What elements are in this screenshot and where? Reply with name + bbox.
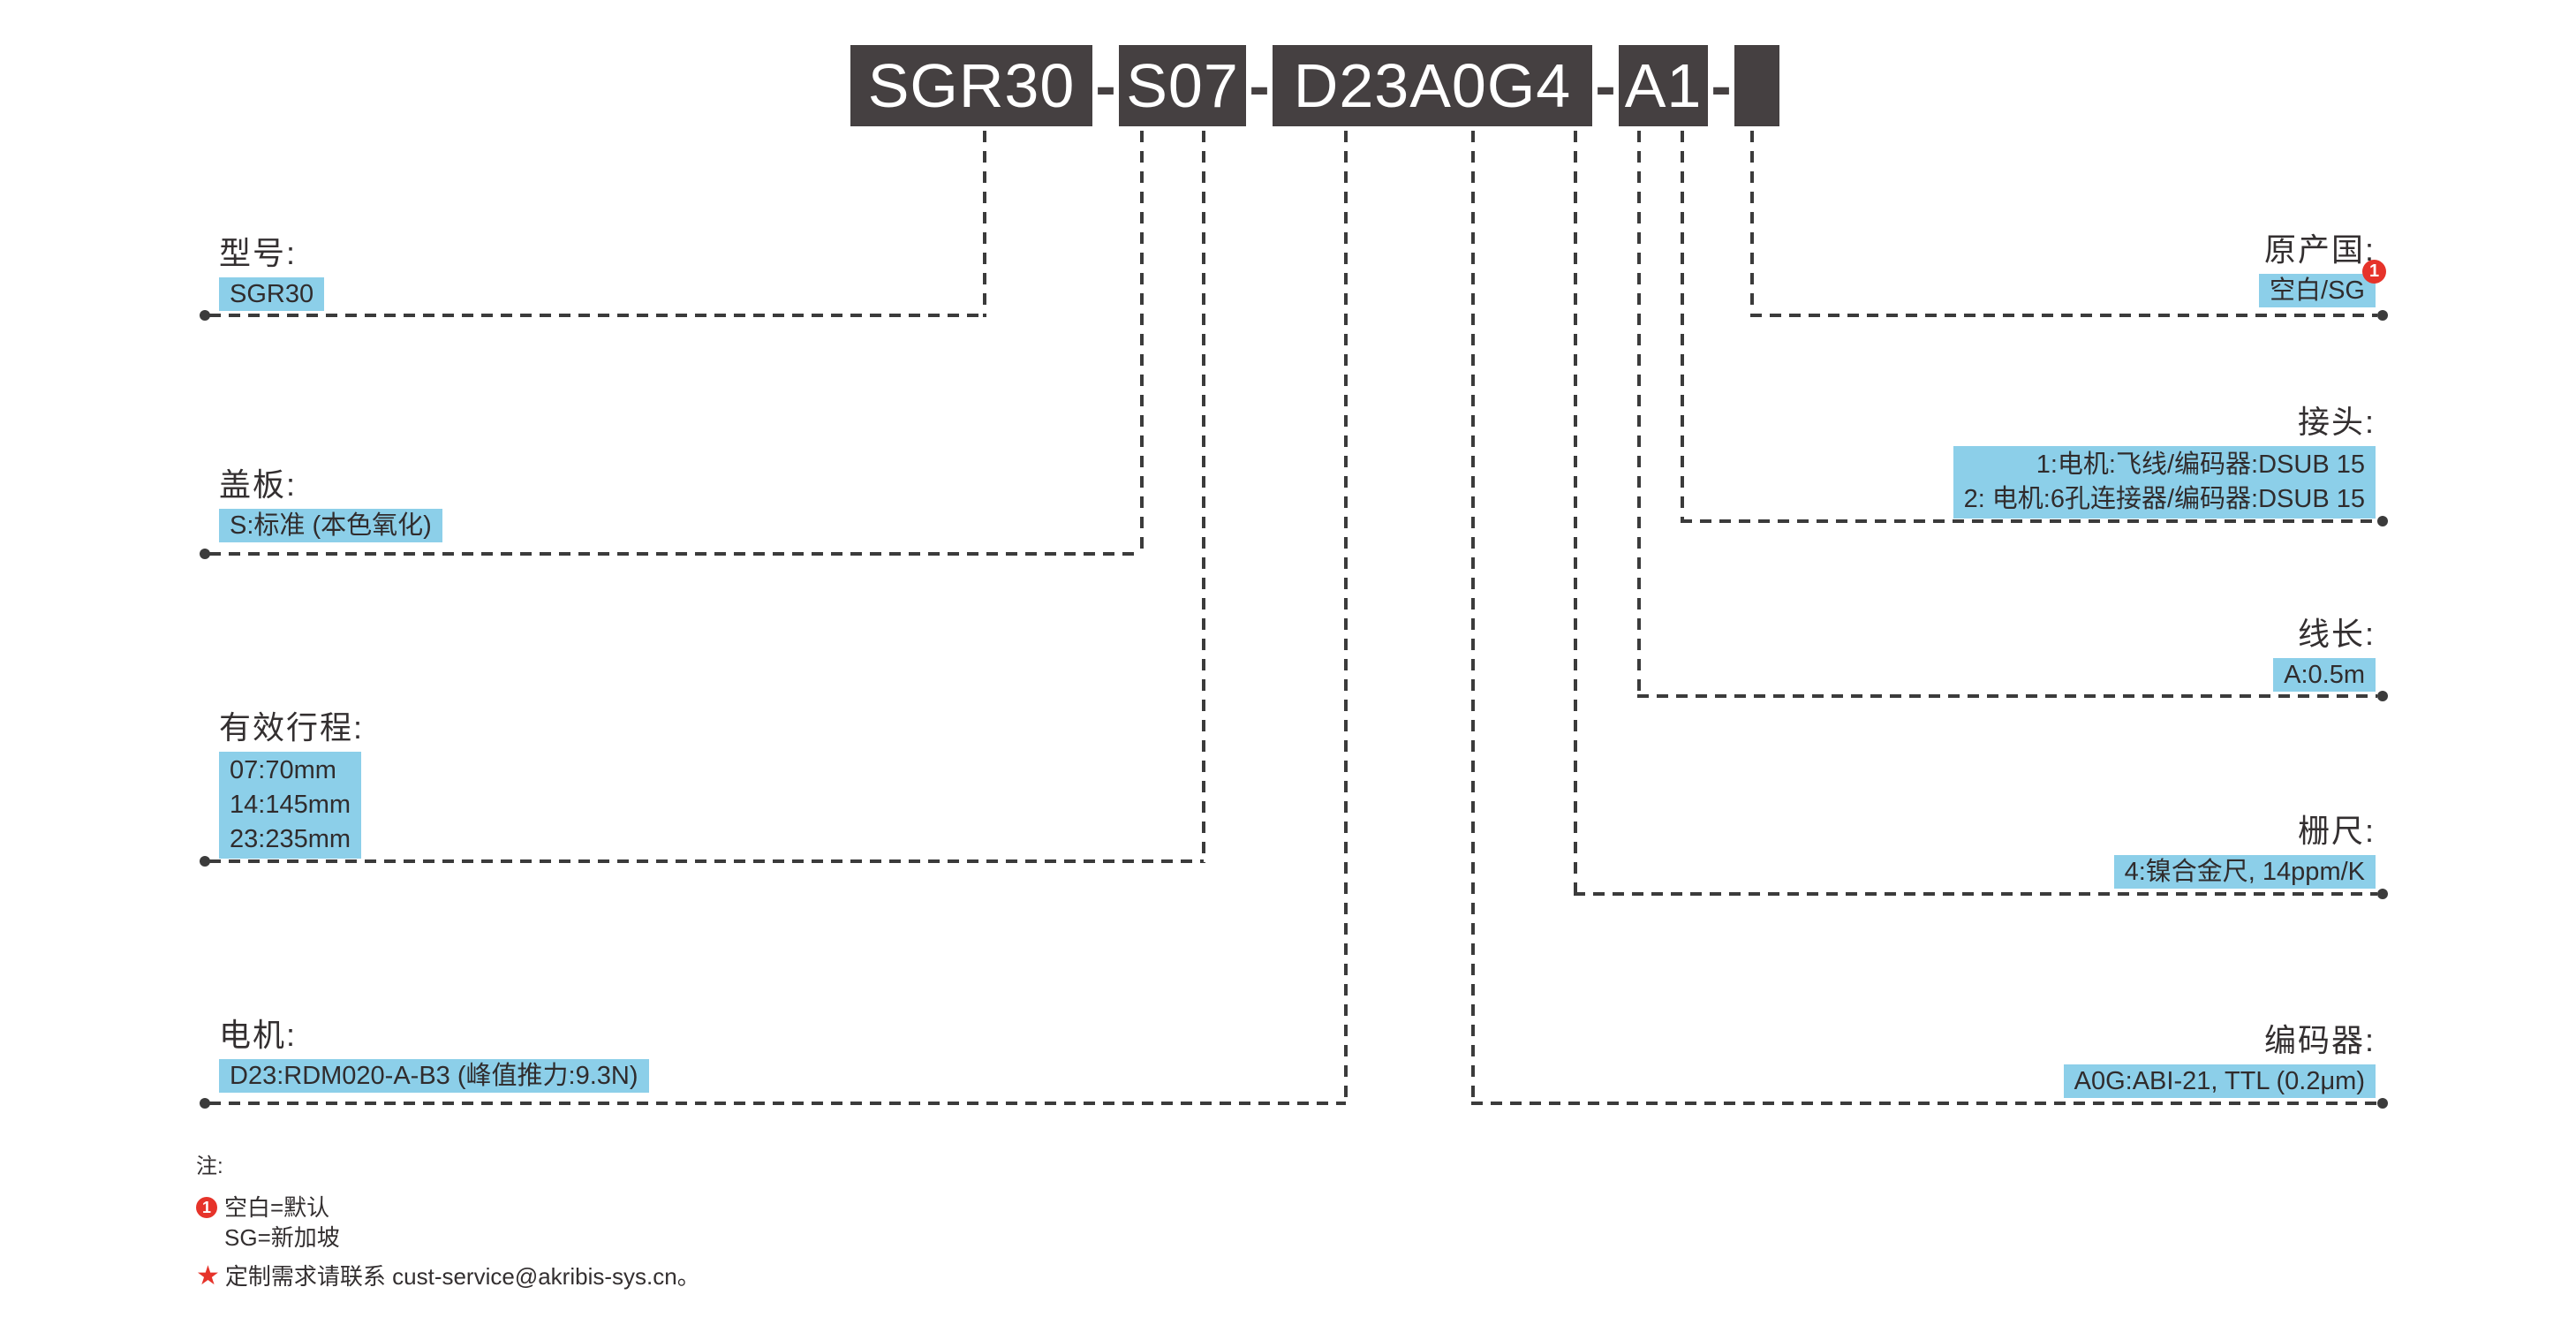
- connector-line-cover-vertical: [1140, 131, 1144, 556]
- connector-dot-cable: [2377, 691, 2388, 701]
- label-connector: 接头: 1:电机:飞线/编码器:DSUB 15 2: 电机:6孔连接器/编码器:…: [1953, 404, 2376, 519]
- part-number-bar: SGR30 - S07 - D23A0G4 - A1 -: [850, 45, 1779, 126]
- connector-line-cover-horizontal: [209, 552, 1142, 556]
- connector-line-scale-horizontal: [1574, 892, 2377, 896]
- connector-line-scale-vertical: [1574, 131, 1577, 896]
- label-motor: 电机: D23:RDM020-A-B3 (峰值推力:9.3N): [219, 1017, 649, 1093]
- connector-dot-motor: [200, 1098, 210, 1109]
- note-1-line-1: 1 空白=默认: [196, 1192, 700, 1223]
- part-number-separator: -: [1249, 51, 1270, 120]
- label-connector-title: 接头:: [2297, 404, 2376, 440]
- note-1-line-2: SG=新加坡: [196, 1223, 700, 1253]
- connector-line-motor-vertical: [1344, 131, 1348, 1105]
- label-connector-option-1: 1:电机:飞线/编码器:DSUB 15: [2036, 450, 2365, 479]
- label-model-option: SGR30: [219, 277, 325, 311]
- label-cable-title: 线长:: [2297, 616, 2376, 652]
- label-stroke-options: 07:70mm 14:145mm 23:235mm: [219, 752, 362, 859]
- notes-section: 注: 1 空白=默认 SG=新加坡 ★ 定制需求请联系 cust-service…: [196, 1154, 700, 1291]
- connector-line-model-horizontal: [209, 314, 985, 317]
- connector-line-connector-horizontal: [1681, 519, 2377, 523]
- label-encoder-option: A0G:ABI-21, TTL (0.2μm): [2063, 1064, 2376, 1098]
- connector-dot-cover: [200, 549, 210, 559]
- connector-line-encoder-horizontal: [1471, 1102, 2377, 1105]
- label-stroke-option-2: 14:145mm: [230, 791, 351, 819]
- label-scale: 栅尺: 4:镍合金尺, 14ppm/K: [2113, 813, 2376, 889]
- connector-line-connector-vertical: [1681, 131, 1684, 523]
- label-cover: 盖板: S:标准 (本色氧化): [219, 466, 442, 542]
- connector-dot-origin: [2377, 310, 2388, 321]
- connector-line-origin-horizontal: [1750, 314, 2377, 317]
- label-motor-title: 电机:: [219, 1017, 298, 1053]
- connector-dot-model: [200, 310, 210, 321]
- label-cable-option: A:0.5m: [2273, 658, 2376, 692]
- notes-header: 注:: [196, 1155, 223, 1178]
- label-origin-title: 原产国:: [2263, 231, 2376, 268]
- note-1-text-2: SG=新加坡: [224, 1224, 340, 1251]
- note-1-marker-icon: 1: [196, 1197, 217, 1218]
- connector-line-cable-horizontal: [1637, 694, 2377, 698]
- part-number-segment-cable-connector: A1: [1619, 45, 1708, 126]
- label-stroke-option-3: 23:235mm: [230, 825, 351, 853]
- star-icon: ★: [196, 1261, 220, 1291]
- connector-dot-stroke: [200, 856, 210, 867]
- label-encoder-title: 编码器:: [2263, 1022, 2376, 1058]
- part-number-segment-origin-blank: [1734, 45, 1779, 126]
- label-encoder: 编码器: A0G:ABI-21, TTL (0.2μm): [2063, 1022, 2376, 1098]
- part-number-segment-model: SGR30: [850, 45, 1092, 126]
- label-origin-option: 空白/SG: [2259, 274, 2376, 307]
- part-number-segment-cover-stroke: S07: [1119, 45, 1246, 126]
- label-connector-option-2: 2: 电机:6孔连接器/编码器:DSUB 15: [1963, 485, 2365, 513]
- connector-dot-connector: [2377, 516, 2388, 526]
- label-stroke-title: 有效行程:: [219, 709, 365, 746]
- connector-line-encoder-vertical: [1471, 131, 1475, 1105]
- connector-line-cable-vertical: [1637, 131, 1641, 698]
- label-cable: 线长: A:0.5m: [2273, 616, 2376, 692]
- connector-dot-encoder: [2377, 1098, 2388, 1109]
- label-model: 型号: SGR30: [219, 235, 325, 311]
- connector-dot-scale: [2377, 889, 2388, 899]
- label-stroke: 有效行程: 07:70mm 14:145mm 23:235mm: [219, 709, 364, 859]
- label-cover-option: S:标准 (本色氧化): [219, 509, 442, 542]
- part-number-separator: -: [1095, 51, 1116, 120]
- label-motor-option: D23:RDM020-A-B3 (峰值推力:9.3N): [219, 1059, 649, 1093]
- connector-line-stroke-horizontal: [209, 859, 1204, 863]
- note-1-text-1: 空白=默认: [224, 1194, 330, 1221]
- label-scale-option: 4:镍合金尺, 14ppm/K: [2113, 855, 2376, 889]
- part-number-separator: -: [1595, 51, 1616, 120]
- part-number-segment-motor-encoder-scale: D23A0G4: [1273, 45, 1592, 126]
- label-cover-title: 盖板:: [219, 466, 298, 503]
- label-stroke-option-1: 07:70mm: [230, 756, 336, 784]
- label-scale-title: 栅尺:: [2297, 813, 2376, 849]
- note-custom-service-text: 定制需求请联系 cust-service@akribis-sys.cn。: [224, 1263, 700, 1290]
- connector-line-model-vertical: [983, 131, 986, 317]
- label-origin: 原产国: 空白/SG 1: [2259, 231, 2386, 307]
- origin-note-1-badge: 1: [2362, 260, 2386, 284]
- label-model-title: 型号:: [219, 235, 298, 271]
- part-number-separator: -: [1711, 51, 1732, 120]
- note-custom-service: ★ 定制需求请联系 cust-service@akribis-sys.cn。: [196, 1261, 700, 1291]
- label-connector-options: 1:电机:飞线/编码器:DSUB 15 2: 电机:6孔连接器/编码器:DSUB…: [1953, 446, 2376, 519]
- connector-line-origin-vertical: [1750, 131, 1754, 317]
- connector-line-stroke-vertical: [1202, 131, 1205, 863]
- connector-line-motor-horizontal: [209, 1102, 1346, 1105]
